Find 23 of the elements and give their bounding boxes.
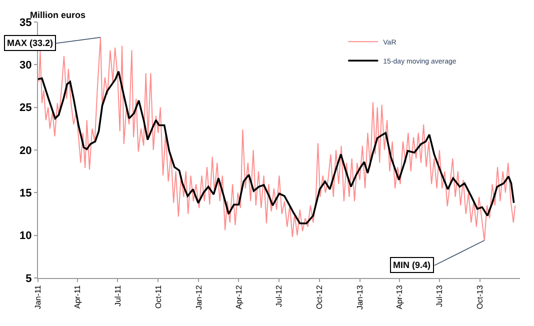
x-tick-label: Oct-13 [476,284,485,310]
x-tick-label: Jan-12 [194,284,204,310]
y-tick-label: 25 [20,102,32,114]
annotation: MAX (33.2) [7,38,54,48]
y-tick-label: 10 [20,230,32,242]
annotation: MIN (9.4) [393,260,431,270]
y-tick-label: 20 [20,144,32,157]
x-tick-label: Jul-13 [435,284,444,307]
y-tick-label: 5 [26,272,32,285]
x-tick-label: Jan-11 [34,284,43,310]
x-tick-label: Jul-11 [113,284,122,306]
x-tick-label: Apr-12 [234,284,244,310]
y-tick-label: 15 [20,188,32,200]
x-tick-label: Jul-12 [274,284,284,307]
y-axis-title: Million euros [30,10,86,20]
x-tick-label: Apr-13 [394,284,404,310]
x-tick-label: Oct-12 [314,284,324,310]
x-tick-label: Jan-13 [355,284,364,310]
line-series [38,70,515,224]
y-tick-label: 30 [20,60,32,72]
y-tick-label: 35 [20,16,32,29]
x-tick-label: Apr-11 [73,284,82,309]
x-tick-label: Oct-11 [154,284,163,309]
